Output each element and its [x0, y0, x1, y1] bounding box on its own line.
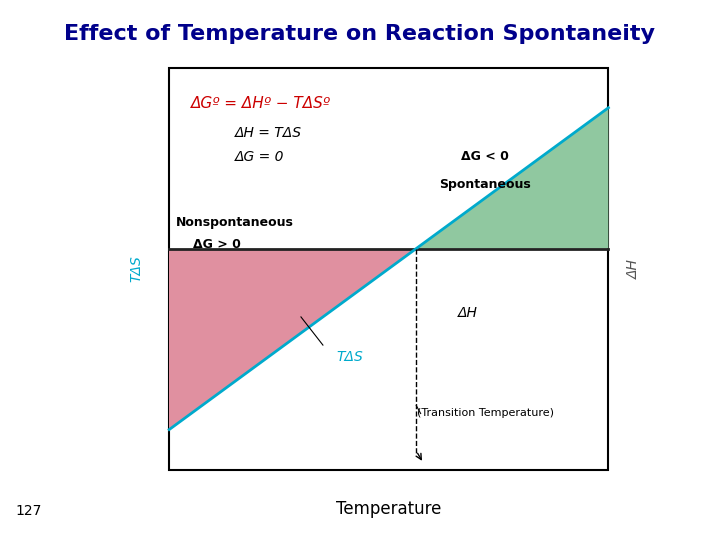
- Polygon shape: [416, 108, 608, 248]
- Text: ΔG = 0: ΔG = 0: [235, 150, 284, 164]
- Bar: [169, 68, 608, 470]
- Text: ΔGº = ΔHº − TΔSº: ΔGº = ΔHº − TΔSº: [191, 96, 331, 111]
- Text: ΔH: ΔH: [458, 306, 478, 320]
- Text: TΔS: TΔS: [130, 255, 144, 282]
- Text: Nonspontaneous: Nonspontaneous: [176, 216, 294, 229]
- Text: ΔH: ΔH: [626, 259, 641, 279]
- Text: ΔG < 0: ΔG < 0: [462, 150, 509, 163]
- Text: ΔG > 0: ΔG > 0: [194, 238, 241, 251]
- Text: (Transition Temperature): (Transition Temperature): [417, 408, 554, 418]
- Text: ΔH = TΔS: ΔH = TΔS: [235, 126, 302, 140]
- Text: TΔS: TΔS: [336, 350, 363, 364]
- Text: Temperature: Temperature: [336, 500, 441, 517]
- Text: Spontaneous: Spontaneous: [439, 178, 531, 191]
- Text: Effect of Temperature on Reaction Spontaneity: Effect of Temperature on Reaction Sponta…: [65, 24, 655, 44]
- Text: 127: 127: [16, 504, 42, 518]
- Polygon shape: [169, 248, 416, 430]
